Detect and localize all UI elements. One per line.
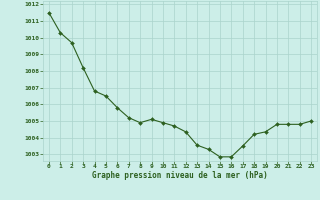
X-axis label: Graphe pression niveau de la mer (hPa): Graphe pression niveau de la mer (hPa) xyxy=(92,171,268,180)
